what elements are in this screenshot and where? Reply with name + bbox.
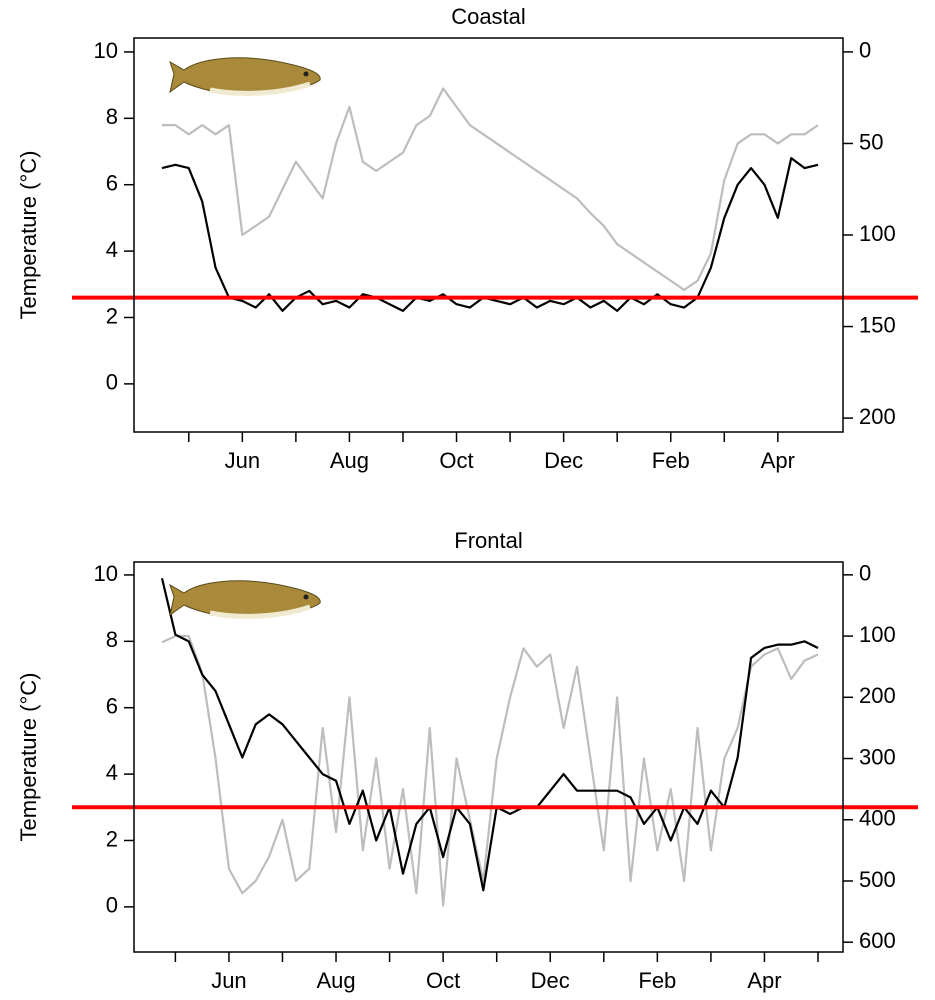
y2-tick-label: 150 <box>859 312 896 337</box>
series-line <box>162 87 819 292</box>
y2-tick-label: 50 <box>859 129 883 154</box>
x-tick-label: Oct <box>426 968 460 993</box>
y-tick-label: 8 <box>106 627 118 652</box>
x-tick-label: Feb <box>652 448 690 473</box>
y2-tick-label: 300 <box>859 744 896 769</box>
x-tick-label: Apr <box>747 968 781 993</box>
y-tick-label: 4 <box>106 760 118 785</box>
y-tick-label: 10 <box>94 38 118 63</box>
x-tick-label: Feb <box>638 968 676 993</box>
x-tick-label: Jun <box>211 968 246 993</box>
series-line <box>161 634 819 907</box>
y-tick-label: 6 <box>106 171 118 196</box>
series-line <box>161 157 819 312</box>
fish-icon <box>169 580 321 619</box>
fish-icon <box>169 57 321 96</box>
y2-tick-label: 500 <box>859 867 896 892</box>
y2-tick-label: 100 <box>859 622 896 647</box>
panel-title: Frontal <box>454 528 522 553</box>
y-tick-label: 6 <box>106 694 118 719</box>
y2-tick-label: 0 <box>859 561 871 586</box>
y-tick-label: 4 <box>106 237 118 262</box>
y2-tick-label: 400 <box>859 806 896 831</box>
y-axis-title: Temperature (°C) <box>16 673 41 842</box>
y-tick-label: 8 <box>106 104 118 129</box>
y2-tick-label: 600 <box>859 928 896 953</box>
y2-tick-label: 100 <box>859 221 896 246</box>
y-tick-label: 0 <box>106 893 118 918</box>
plot-frame <box>133 37 844 433</box>
plot-frame <box>133 561 844 953</box>
y2-tick-label: 200 <box>859 683 896 708</box>
y-tick-label: 2 <box>106 826 118 851</box>
x-tick-label: Aug <box>316 968 355 993</box>
x-tick-label: Dec <box>544 448 583 473</box>
y-tick-label: 2 <box>106 303 118 328</box>
y2-tick-label: 0 <box>859 38 871 63</box>
y-tick-label: 10 <box>94 561 118 586</box>
x-tick-label: Apr <box>761 448 795 473</box>
y2-tick-label: 200 <box>859 404 896 429</box>
x-tick-label: Aug <box>330 448 369 473</box>
panel-title: Coastal <box>451 4 526 29</box>
x-tick-label: Jun <box>225 448 260 473</box>
x-tick-label: Dec <box>531 968 570 993</box>
y-axis-title: Temperature (°C) <box>16 151 41 320</box>
series-line <box>160 578 819 892</box>
x-tick-label: Oct <box>439 448 473 473</box>
y-tick-label: 0 <box>106 370 118 395</box>
